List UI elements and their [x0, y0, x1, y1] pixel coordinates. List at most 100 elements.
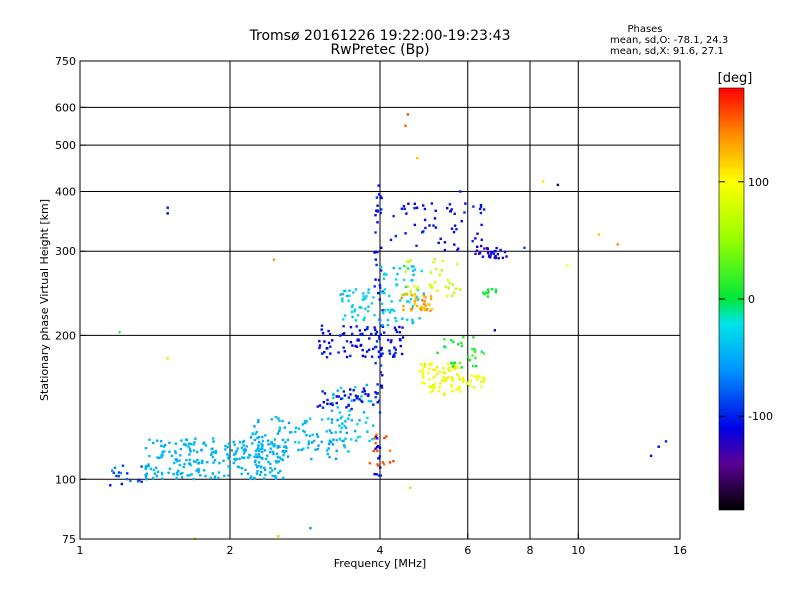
data-point [368, 462, 371, 465]
data-point [335, 449, 338, 453]
data-point [368, 439, 371, 443]
data-point [367, 291, 370, 294]
data-point [455, 388, 458, 391]
data-point [254, 453, 258, 456]
data-point [188, 462, 191, 465]
data-point [185, 458, 188, 462]
data-point [249, 436, 253, 439]
data-point [240, 466, 244, 470]
data-point [379, 364, 383, 367]
data-point [210, 451, 214, 454]
data-point [327, 447, 330, 450]
data-point [394, 348, 397, 351]
data-point [450, 385, 454, 388]
data-point [274, 416, 277, 419]
data-point [271, 469, 274, 472]
data-point [371, 438, 374, 441]
data-point [336, 389, 339, 392]
data-point [253, 477, 256, 480]
data-point [334, 431, 337, 434]
data-point [140, 465, 143, 468]
data-point [463, 211, 466, 214]
data-point [126, 472, 129, 475]
data-point [375, 263, 378, 267]
data-point [347, 396, 351, 399]
data-point [347, 299, 350, 302]
data-point [267, 460, 270, 464]
data-point [330, 409, 334, 412]
data-point [175, 458, 178, 461]
data-point [244, 448, 247, 451]
data-point [330, 431, 333, 435]
data-point [204, 474, 207, 478]
data-point [458, 361, 462, 365]
data-point [380, 265, 383, 269]
data-point [423, 382, 426, 385]
data-point [354, 386, 357, 389]
data-point [349, 326, 353, 329]
data-point [436, 289, 439, 292]
data-point [278, 445, 281, 448]
data-point [411, 279, 414, 282]
data-point [358, 435, 361, 438]
data-point [434, 368, 437, 372]
data-point [176, 473, 179, 476]
data-point [250, 475, 253, 478]
data-point [197, 462, 200, 465]
data-point [482, 352, 485, 355]
data-point [355, 396, 358, 400]
data-point [616, 243, 619, 246]
data-point [479, 211, 483, 215]
data-point [283, 445, 286, 448]
data-point [302, 447, 305, 450]
data-point [411, 305, 415, 308]
data-point [258, 448, 261, 451]
data-point [381, 352, 384, 355]
data-point [354, 439, 358, 442]
data-point [331, 339, 334, 342]
data-point [174, 450, 177, 453]
data-point [256, 465, 259, 469]
data-point [350, 310, 354, 314]
data-point [367, 309, 370, 313]
data-point [342, 439, 345, 443]
data-point [383, 272, 387, 275]
data-point [182, 443, 186, 446]
data-point [343, 444, 346, 447]
data-point [566, 264, 569, 267]
data-point [392, 459, 395, 463]
data-point [140, 480, 143, 483]
data-point [430, 202, 434, 205]
x-axis-label: Frequency [MHz] [334, 557, 426, 570]
data-point [148, 438, 151, 441]
data-point [270, 418, 273, 421]
data-point [400, 352, 404, 356]
y-tick-label: 100 [55, 473, 76, 486]
x-tick-label: 2 [227, 544, 234, 557]
data-point [395, 320, 398, 323]
data-point [475, 249, 479, 252]
data-point [318, 344, 322, 347]
data-point [374, 447, 377, 450]
data-point [136, 480, 140, 483]
data-point [168, 441, 171, 444]
data-point [194, 460, 197, 463]
data-point [362, 295, 365, 298]
data-point [145, 465, 148, 468]
data-point [458, 385, 461, 389]
data-point [341, 397, 344, 400]
data-point [392, 266, 395, 270]
data-point [305, 420, 309, 423]
data-point [174, 442, 178, 445]
data-point [451, 365, 455, 368]
data-point [405, 285, 408, 289]
data-point [392, 353, 396, 356]
data-point [187, 442, 191, 445]
data-point [393, 309, 396, 313]
data-point [480, 385, 483, 388]
data-point [443, 377, 447, 381]
data-point [479, 203, 483, 207]
data-point [388, 311, 392, 314]
data-point [472, 386, 476, 389]
data-point [327, 341, 331, 345]
